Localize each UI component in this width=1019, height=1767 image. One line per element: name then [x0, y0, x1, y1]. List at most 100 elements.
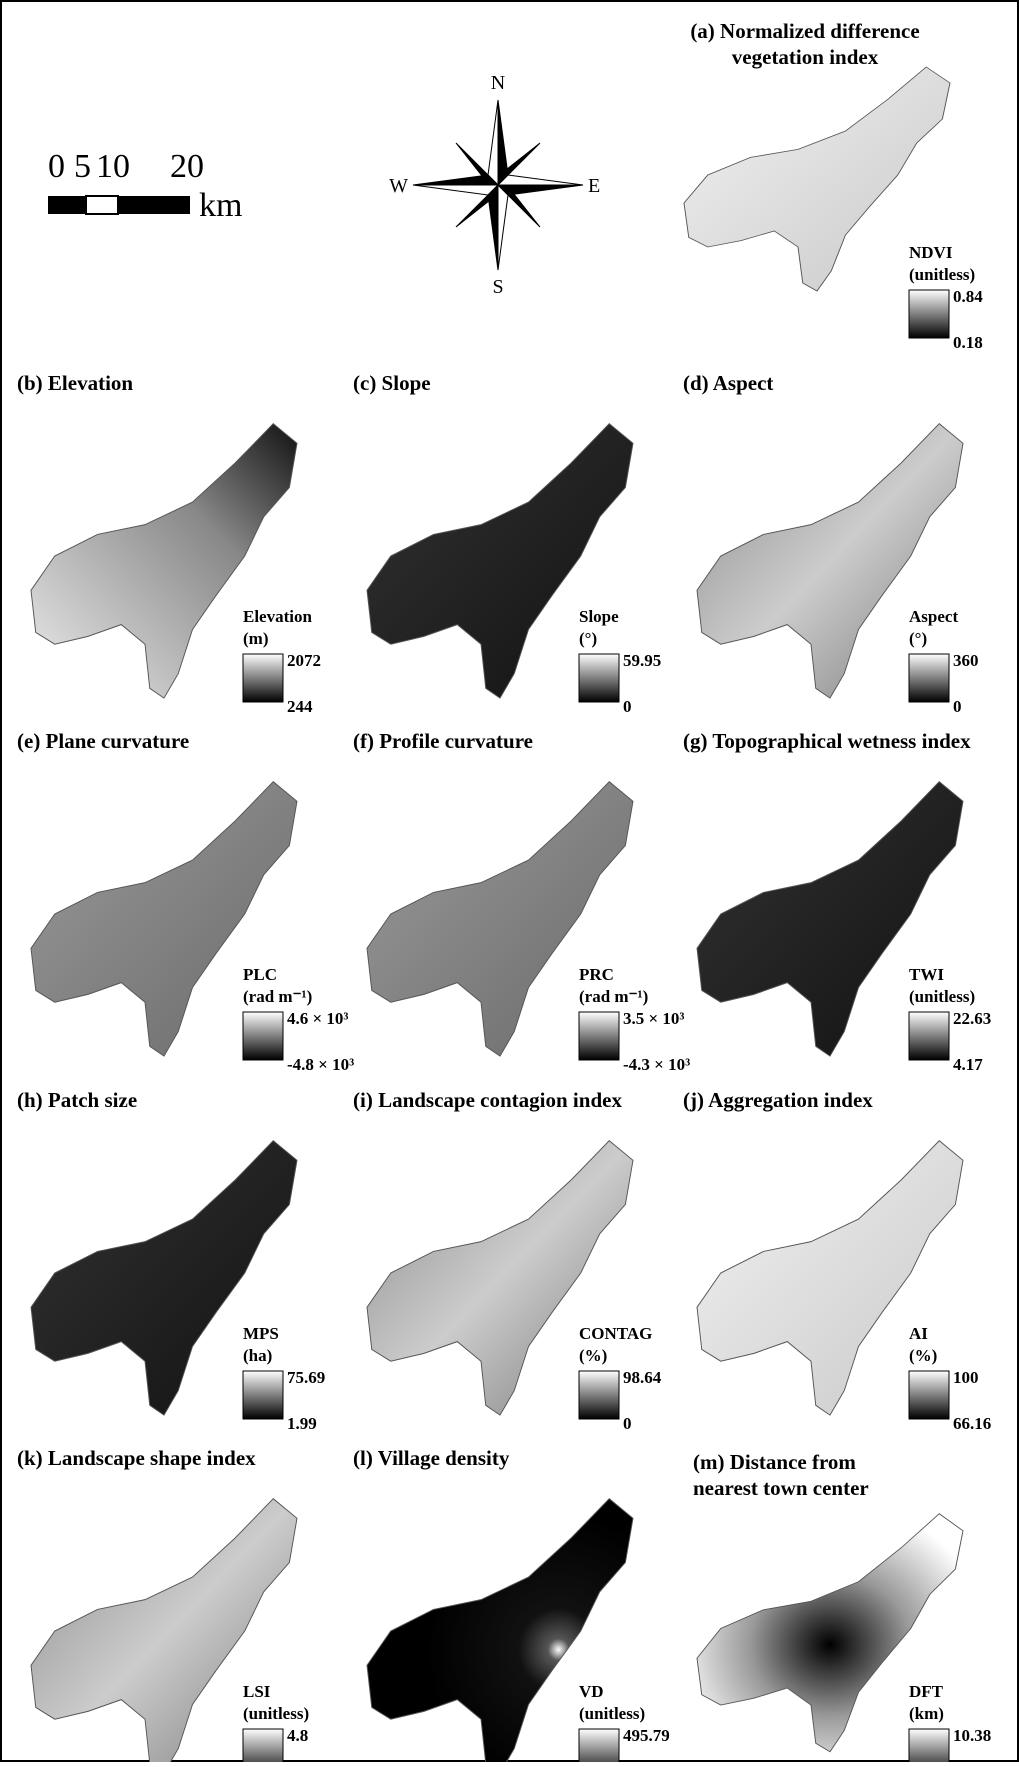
legend-ramp	[243, 1371, 283, 1419]
panel-title: (k) Landscape shape index	[17, 1446, 256, 1470]
panel-title: (d) Aspect	[683, 371, 773, 395]
map-panel: (b) Elevation Elevation (m) 2072 244	[17, 371, 321, 716]
map-panel: (h) Patch size MPS (ha) 75.69 1.99	[17, 1088, 325, 1433]
legend-ramp	[579, 1371, 619, 1419]
legend-min: 244	[287, 697, 313, 716]
legend-max: 100	[953, 1368, 979, 1387]
legend-max: 59.95	[623, 651, 661, 670]
legend-max: 0.84	[953, 287, 983, 306]
legend-title: NDVI	[909, 243, 953, 262]
legend-title: CONTAG	[579, 1324, 652, 1343]
legend-ramp	[909, 1729, 949, 1762]
compass: N S E W	[389, 72, 600, 298]
legend-max: 2072	[287, 651, 321, 670]
legend-title: VD	[579, 1682, 604, 1701]
legend-ramp	[243, 1012, 283, 1060]
scale-segment	[118, 196, 190, 214]
legend-max: 22.63	[953, 1009, 991, 1028]
legend-unit: (m)	[243, 629, 268, 648]
legend-unit: (rad m⁻¹)	[243, 987, 312, 1006]
legend-ramp	[909, 1371, 949, 1419]
map-panel: (j) Aggregation index AI (%) 100 66.16	[683, 1088, 991, 1433]
legend-min: 0	[623, 697, 632, 716]
legend-title: LSI	[243, 1682, 271, 1701]
legend-title: PRC	[579, 965, 614, 984]
figure: 0 5 10 20 km N S E W (a) Normalized diff…	[0, 0, 1019, 1762]
map-panel: (k) Landscape shape index LSI (unitless) 4.…	[17, 1446, 309, 1762]
compass-label: N	[491, 72, 505, 94]
legend-max: 75.69	[287, 1368, 325, 1387]
legend-unit: (unitless)	[909, 265, 975, 284]
scale-segment	[86, 196, 118, 214]
legend-unit: (%)	[909, 1346, 937, 1365]
legend-ramp	[909, 1012, 949, 1060]
scale-bar: 0 5 10 20 km	[48, 148, 242, 224]
legend-title: Slope	[579, 607, 619, 626]
legend-min: -4.8 × 10³	[287, 1055, 354, 1074]
legend-title: TWI	[909, 965, 944, 984]
map-panel: (i) Landscape contagion index CONTAG (%) 98…	[353, 1088, 662, 1433]
legend-ramp	[909, 290, 949, 338]
panel-title: (f) Profile curvature	[353, 729, 533, 753]
legend-max: 3.5 × 10³	[623, 1009, 685, 1028]
map-panel: (f) Profile curvature PRC (rad m⁻¹) 3.5 × 1…	[353, 729, 690, 1074]
compass-label: S	[492, 276, 503, 298]
legend-ramp	[243, 654, 283, 702]
panel-title: (b) Elevation	[17, 371, 133, 395]
scale-unit: km	[199, 187, 242, 224]
legend-ramp	[909, 654, 949, 702]
panel-title: (g) Topographical wetness index	[683, 729, 971, 753]
legend-max: 4.6 × 10³	[287, 1009, 349, 1028]
panel-title: (l) Village density	[353, 1446, 510, 1470]
panel-title: (e) Plane curvature	[17, 729, 189, 753]
legend-ramp	[579, 1012, 619, 1060]
legend-title: Aspect	[909, 607, 958, 626]
map-panel: (c) Slope Slope (°) 59.95 0	[353, 371, 661, 716]
map-panel: (d) Aspect Aspect (°) 360 0	[683, 371, 979, 716]
legend-min: 0.18	[953, 333, 983, 352]
panel-title: (j) Aggregation index	[683, 1088, 873, 1112]
legend-unit: (km)	[909, 1704, 944, 1723]
legend-title: AI	[909, 1324, 928, 1343]
legend-title: PLC	[243, 965, 277, 984]
panel-title: (h) Patch size	[17, 1088, 137, 1112]
legend-title: MPS	[243, 1324, 279, 1343]
legend-unit: (unitless)	[579, 1704, 645, 1723]
legend-unit: (unitless)	[243, 1704, 309, 1723]
legend-unit: (ha)	[243, 1346, 272, 1365]
legend-title: DFT	[909, 1682, 944, 1701]
legend-min: 66.16	[953, 1414, 991, 1433]
legend-unit: (%)	[579, 1346, 607, 1365]
legend-min: 1.99	[287, 1414, 317, 1433]
legend-ramp	[579, 654, 619, 702]
legend-ramp	[243, 1729, 283, 1762]
map-panel: (e) Plane curvature PLC (rad m⁻¹) 4.6 × 10³…	[17, 729, 354, 1074]
legend-unit: (unitless)	[909, 987, 975, 1006]
legend-unit: (°)	[909, 629, 927, 648]
panel-title: (i) Landscape contagion index	[353, 1088, 622, 1112]
legend-unit: (rad m⁻¹)	[579, 987, 648, 1006]
legend-max: 10.38	[953, 1726, 991, 1745]
scale-label: 20	[170, 148, 204, 185]
legend-max: 495.79	[623, 1726, 670, 1745]
legend-ramp	[579, 1729, 619, 1762]
legend-unit: (°)	[579, 629, 597, 648]
legend-title: Elevation	[243, 607, 312, 626]
legend-min: 4.17	[953, 1055, 983, 1074]
legend-max: 4.8	[287, 1726, 308, 1745]
legend-min: 0	[623, 1414, 632, 1433]
legend-max: 360	[953, 651, 979, 670]
scale-label: 10	[96, 148, 130, 185]
scale-segment	[48, 196, 86, 214]
legend-max: 98.64	[623, 1368, 662, 1387]
compass-label: W	[389, 175, 408, 197]
map-panel: (g) Topographical wetness index TWI (unitl…	[683, 729, 991, 1074]
panel-title: (c) Slope	[353, 371, 431, 395]
scale-label: 0	[48, 148, 65, 185]
legend-min: 0	[953, 697, 962, 716]
